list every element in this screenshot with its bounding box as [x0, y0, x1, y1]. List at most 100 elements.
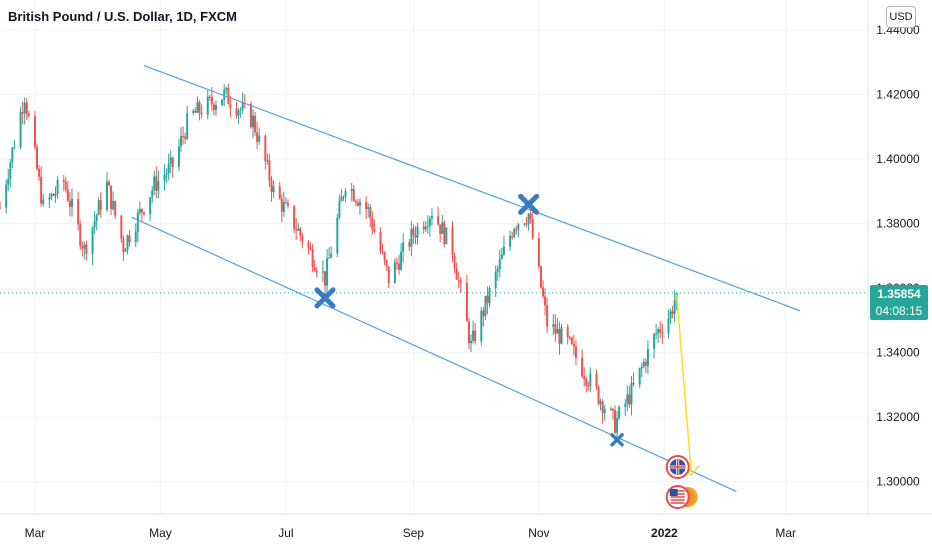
candle-body: [624, 403, 627, 407]
candles: [0, 83, 868, 438]
price-tick-label: 1.38000: [876, 217, 920, 231]
candle-body: [284, 202, 287, 204]
candle-body: [70, 199, 73, 207]
candle-body: [309, 247, 312, 250]
candle-body: [235, 107, 238, 116]
candle-body: [599, 401, 602, 404]
candle-body: [157, 180, 160, 191]
currency-button[interactable]: USD: [886, 6, 916, 28]
candle-body: [445, 227, 448, 245]
touch-markers[interactable]: [314, 193, 624, 447]
candle-body: [192, 110, 195, 113]
candle-body: [470, 340, 473, 344]
candle-body: [54, 193, 57, 196]
candle-body: [457, 279, 460, 281]
candle-body: [402, 242, 405, 252]
candle-body: [611, 408, 614, 411]
candle-body: [416, 226, 419, 238]
candle-body: [184, 136, 187, 139]
candle-body: [134, 232, 137, 243]
candle-body: [13, 147, 16, 149]
candle-body: [315, 270, 318, 273]
candle-body: [515, 229, 518, 231]
candle-body: [467, 321, 470, 344]
marker-stroke: [314, 287, 336, 309]
price-tick-label: 1.40000: [876, 152, 920, 166]
time-tick-label: Jul: [278, 526, 293, 540]
candle-body: [657, 329, 660, 334]
candle-body: [163, 175, 166, 181]
candle-body: [595, 373, 598, 387]
candle-body: [500, 254, 503, 260]
candle-body: [62, 179, 65, 182]
touch-marker-x-icon: [314, 287, 336, 309]
candle-body: [379, 231, 382, 252]
price-axis[interactable]: 1.440001.420001.400001.380001.360001.340…: [867, 0, 920, 514]
time-tick-label: Mar: [25, 526, 46, 540]
candle-body: [254, 115, 257, 133]
candle-body: [208, 96, 211, 98]
candle-body: [494, 271, 497, 289]
candle-body: [68, 200, 71, 207]
candle-body: [196, 102, 199, 113]
candle-body: [513, 229, 516, 237]
candle-body: [338, 201, 341, 218]
candle-body: [200, 112, 203, 115]
candle-body: [344, 191, 347, 197]
us-flag-event-icon: [665, 485, 690, 509]
candle-body: [542, 287, 545, 297]
candle-body: [91, 227, 94, 254]
candle-body: [531, 219, 534, 239]
candle-body: [669, 311, 672, 319]
candle-body: [412, 228, 415, 236]
time-tick-label: Sep: [403, 526, 425, 540]
candle-body: [653, 334, 656, 349]
candle-body: [426, 226, 429, 228]
candle-body: [251, 115, 254, 128]
candle-body: [258, 135, 261, 142]
touch-marker-x-icon: [518, 193, 540, 215]
candle-body: [342, 196, 345, 198]
candle-body: [105, 181, 108, 210]
candle-body: [395, 262, 398, 264]
candle-body: [11, 147, 14, 163]
candle-body: [122, 238, 125, 252]
candle-body: [153, 176, 156, 191]
candle-body: [601, 401, 604, 414]
candle-body: [340, 197, 343, 202]
candle-body: [632, 383, 635, 385]
candle-body: [223, 89, 226, 100]
candle-body: [210, 97, 213, 105]
time-axis[interactable]: Mar May Jul Sep Nov 2022 Mar: [0, 513, 932, 540]
candle-body: [422, 226, 425, 230]
candle-body: [282, 202, 285, 212]
price-tick-label: 1.42000: [876, 88, 920, 102]
candle-body: [517, 224, 520, 230]
candle-body: [655, 333, 658, 335]
event-flags[interactable]: [665, 455, 698, 509]
candle-body: [79, 223, 82, 246]
touch-marker-x-icon: [610, 433, 624, 447]
candle-body: [480, 310, 483, 342]
candle-body: [544, 296, 547, 306]
candle-body: [572, 343, 575, 347]
candle-body: [182, 136, 185, 138]
candle-body: [566, 327, 569, 338]
candle-body: [237, 110, 240, 116]
candle-body: [574, 346, 577, 358]
candle-body: [33, 116, 36, 148]
channel-lines[interactable]: [131, 65, 801, 492]
candle-body: [280, 198, 283, 212]
marker-stroke: [610, 433, 624, 447]
candle-body: [484, 295, 487, 317]
candle-body: [25, 102, 28, 114]
candle-body: [482, 310, 485, 317]
candle-body: [225, 88, 228, 90]
candle-body: [367, 207, 370, 209]
candle-body: [110, 185, 113, 210]
candle-body: [496, 268, 499, 272]
candle-body: [120, 215, 123, 239]
candle-body: [616, 418, 619, 433]
